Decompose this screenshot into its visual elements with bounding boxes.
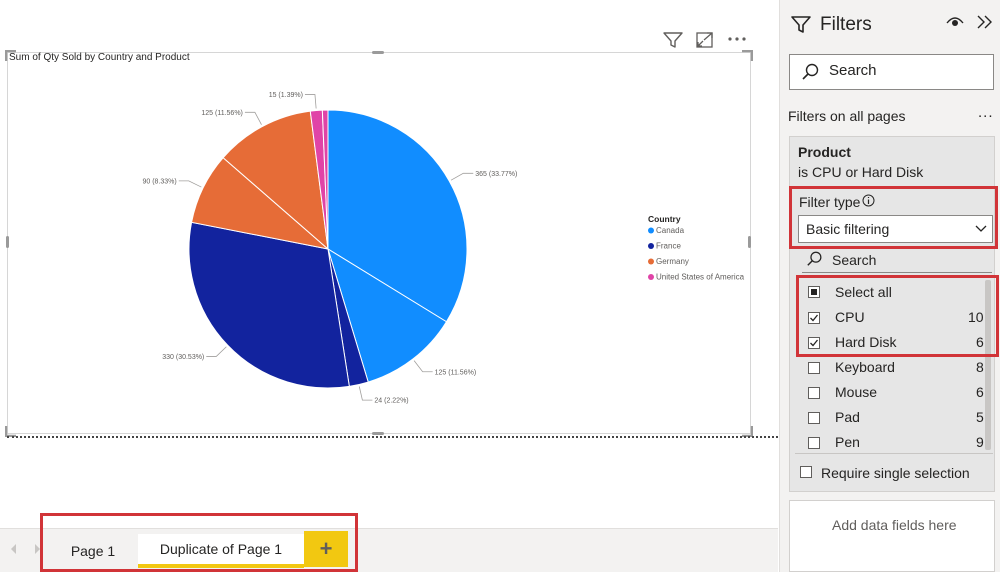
- data-label-1: 125 (11.56%): [435, 369, 477, 376]
- legend-marker-0[interactable]: [648, 227, 654, 234]
- legend-marker-3[interactable]: [648, 274, 654, 280]
- filter-type-dropdown[interactable]: [798, 215, 993, 243]
- select-all-label: Select all: [835, 284, 892, 300]
- more-options-icon[interactable]: [726, 30, 748, 50]
- search-icon: [802, 63, 819, 80]
- pie-chart: 365 (33.77%) 125 (11.56%) 24 (2.22%) 330 (3…: [143, 92, 745, 405]
- value-checkbox-pad[interactable]: [808, 412, 820, 424]
- value-count-pen: 9: [976, 434, 984, 450]
- value-checkbox-hard-disk[interactable]: [808, 337, 820, 349]
- resize-handle-top-left[interactable]: [5, 50, 17, 62]
- require-single-selection-label: Require single selection: [821, 465, 970, 481]
- value-label-cpu: CPU: [835, 309, 865, 325]
- filters-title: Filters: [820, 14, 872, 35]
- value-label-keyboard: Keyboard: [835, 359, 895, 375]
- tab-scroll-right-icon[interactable]: [33, 542, 43, 556]
- data-label-2: 24 (2.22%): [374, 398, 408, 405]
- section-more-options-icon[interactable]: ...: [978, 104, 994, 121]
- resize-handle-top-right[interactable]: [741, 50, 753, 62]
- add-data-fields-label: Add data fields here: [832, 517, 957, 533]
- value-label-hard-disk: Hard Disk: [835, 334, 897, 350]
- leader-line-1: [413, 360, 433, 373]
- legend-marker-2[interactable]: [648, 258, 654, 265]
- filters-section-label: Filters on all pages: [788, 108, 906, 124]
- value-count-hard-disk: 6: [976, 334, 984, 350]
- pie-slice-3[interactable]: [188, 221, 350, 389]
- leader-line-0: [450, 172, 474, 181]
- canvas-boundary-line: [7, 436, 778, 438]
- resize-handle-right[interactable]: [748, 236, 751, 248]
- pie-slice-1[interactable]: [327, 247, 448, 383]
- value-count-pad: 5: [976, 409, 984, 425]
- value-label-pad: Pad: [835, 409, 860, 425]
- pie-slice-5[interactable]: [222, 110, 329, 251]
- values-scrollbar[interactable]: [985, 280, 991, 450]
- tab-scroll-left-icon[interactable]: [8, 542, 18, 556]
- visual-title: Sum of Qty Sold by Country and Product: [9, 52, 190, 63]
- filter-field-name[interactable]: Product: [798, 144, 851, 160]
- product-filter-card: [789, 136, 995, 492]
- require-single-selection-checkbox[interactable]: [800, 466, 812, 478]
- data-label-5: 125 (11.56%): [201, 110, 243, 117]
- filters-search-placeholder: Search: [829, 62, 877, 79]
- legend-entry-2[interactable]: Germany: [656, 257, 689, 266]
- info-icon[interactable]: [862, 194, 875, 207]
- tab-duplicate-label: Duplicate of Page 1: [159, 541, 283, 557]
- leader-line-3: [206, 346, 227, 357]
- legend-entry-0[interactable]: Canada: [656, 226, 685, 235]
- select-all-checkbox[interactable]: [808, 286, 820, 298]
- filter-summary: is CPU or Hard Disk: [798, 164, 924, 180]
- highlight-box-selected-values: [796, 275, 999, 357]
- values-search-icon: [807, 251, 822, 266]
- filter-pane-icon: [791, 16, 811, 33]
- data-label-0: 365 (33.77%): [475, 171, 517, 178]
- data-label-6: 15 (1.39%): [269, 92, 303, 99]
- focus-mode-icon[interactable]: [694, 30, 716, 50]
- value-count-mouse: 6: [976, 384, 984, 400]
- card-divider: [795, 453, 993, 454]
- legend-marker-1[interactable]: [648, 243, 654, 249]
- values-search-underline: [802, 272, 992, 273]
- leader-line-2: [358, 386, 373, 401]
- pie-slice-7[interactable]: [321, 109, 329, 250]
- filter-type-label: Filter type: [799, 194, 861, 210]
- resize-handle-bottom[interactable]: [372, 432, 384, 435]
- value-label-pen: Pen: [835, 434, 860, 450]
- value-checkbox-cpu[interactable]: [808, 312, 820, 324]
- highlight-box-tabs: [40, 513, 358, 572]
- filter-icon[interactable]: [662, 30, 684, 50]
- values-search-input[interactable]: Search: [832, 252, 877, 268]
- value-checkbox-keyboard[interactable]: [808, 362, 820, 374]
- tab-page-1-label: Page 1: [70, 543, 116, 559]
- eye-icon[interactable]: [946, 14, 964, 30]
- add-page-label: +: [319, 536, 333, 561]
- legend-entry-1[interactable]: France: [656, 242, 681, 251]
- data-label-4: 90 (8.33%): [143, 178, 177, 185]
- filter-type-value: Basic filtering: [806, 221, 890, 237]
- resize-handle-top[interactable]: [372, 51, 384, 54]
- legend-title: Country: [648, 214, 681, 224]
- collapse-pane-icon[interactable]: [976, 14, 994, 30]
- value-checkbox-pen[interactable]: [808, 437, 820, 449]
- leader-line-6: [304, 94, 317, 109]
- resize-handle-left[interactable]: [6, 236, 9, 248]
- value-count-keyboard: 8: [976, 359, 984, 375]
- leader-line-5: [244, 111, 262, 125]
- add-page-button[interactable]: +: [304, 531, 348, 567]
- highlight-box-filter-type: [789, 186, 998, 249]
- value-count-cpu: 10: [968, 309, 984, 325]
- filters-search-input[interactable]: [789, 54, 994, 90]
- value-checkbox-mouse[interactable]: [808, 387, 820, 399]
- tab-page-1[interactable]: Page 1: [48, 534, 138, 568]
- leader-line-4: [178, 180, 202, 188]
- value-label-mouse: Mouse: [835, 384, 878, 400]
- pie-slice-0[interactable]: [327, 109, 468, 323]
- chevron-down-icon: [975, 225, 987, 232]
- add-data-fields-well[interactable]: [789, 500, 995, 572]
- legend-entry-3[interactable]: United States of America: [656, 273, 745, 282]
- tab-duplicate-of-page-1[interactable]: Duplicate of Page 1: [138, 534, 304, 568]
- data-label-3: 330 (30.53%): [162, 354, 204, 361]
